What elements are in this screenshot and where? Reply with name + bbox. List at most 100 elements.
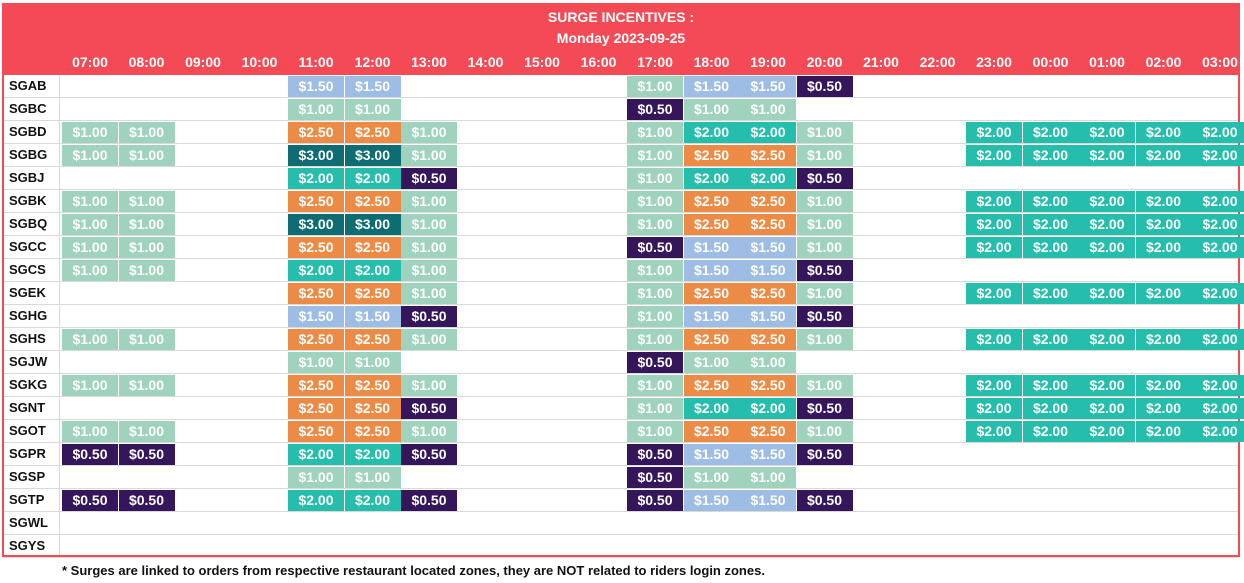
surge-cell: $1.50 — [740, 237, 796, 258]
surge-cell: $2.50 — [683, 214, 740, 235]
surge-cell: $2.00 — [1079, 329, 1135, 350]
surge-cell: $0.50 — [62, 444, 118, 465]
zone-label: SGNT — [9, 400, 46, 415]
surge-cell: $0.50 — [796, 398, 853, 419]
surge-cell: $1.00 — [796, 421, 853, 442]
surge-cell: $1.00 — [288, 467, 344, 488]
hour-label: 07:00 — [72, 54, 108, 70]
surge-cell: $2.50 — [683, 329, 740, 350]
surge-cell: $2.00 — [966, 237, 1022, 258]
surge-cell: $2.50 — [288, 421, 344, 442]
surge-cell: $2.00 — [1192, 214, 1244, 235]
surge-cell: $0.50 — [401, 306, 457, 327]
surge-cell: $1.00 — [740, 99, 796, 120]
surge-cell: $1.00 — [401, 421, 457, 442]
surge-cell: $1.00 — [796, 145, 853, 166]
surge-cell: $2.00 — [1022, 398, 1079, 419]
surge-cell: $1.00 — [627, 76, 683, 97]
surge-cell: $1.00 — [796, 191, 853, 212]
surge-cell: $1.50 — [740, 444, 796, 465]
surge-cell: $2.00 — [1135, 145, 1192, 166]
surge-cell: $0.50 — [796, 168, 853, 189]
table-row: SGWL — [4, 512, 1238, 535]
surge-cell: $2.00 — [1135, 122, 1192, 143]
table-row: SGHS $1.00 $1.00 $2.50 $2.50 $1.00 $1.00 $2.50 $… — [4, 328, 1244, 351]
surge-cell: $2.50 — [683, 421, 740, 442]
surge-cell: $1.00 — [401, 122, 457, 143]
hour-label: 00:00 — [1032, 54, 1069, 70]
surge-cell: $2.50 — [344, 122, 401, 143]
surge-cell: $0.50 — [627, 490, 683, 511]
surge-table: SURGE INCENTIVES : Monday 2023-09-25 07:… — [2, 3, 1244, 558]
surge-cell: $2.00 — [683, 398, 740, 419]
surge-cell: $2.50 — [740, 421, 796, 442]
surge-cell: $3.00 — [288, 145, 344, 166]
surge-cell: $2.50 — [344, 398, 401, 419]
surge-cell: $1.00 — [118, 191, 175, 212]
date-subtitle: Monday 2023-09-25 — [556, 30, 686, 46]
surge-cell: $2.50 — [740, 191, 796, 212]
surge-cell: $2.50 — [344, 375, 401, 396]
hour-label: 18:00 — [693, 54, 730, 70]
zone-label: SGBQ — [9, 216, 48, 231]
surge-cell: $1.00 — [401, 237, 457, 258]
table-row: SGOT $1.00 $1.00 $2.50 $2.50 $1.00 $1.00 $2.50 $… — [4, 420, 1244, 443]
surge-cell: $2.00 — [740, 398, 796, 419]
surge-cell: $2.00 — [1079, 191, 1135, 212]
surge-cell: $2.00 — [1192, 237, 1244, 258]
surge-cell: $1.00 — [627, 329, 683, 350]
surge-cell: $1.50 — [683, 237, 740, 258]
zone-label: SGBK — [9, 193, 47, 208]
surge-cell: $0.50 — [796, 444, 853, 465]
surge-cell: $2.50 — [344, 283, 401, 304]
surge-cell: $2.50 — [288, 375, 344, 396]
surge-cell: $2.00 — [1079, 421, 1135, 442]
surge-cell: $2.00 — [288, 260, 344, 281]
surge-cell: $1.00 — [344, 99, 401, 120]
surge-cell: $1.00 — [118, 260, 175, 281]
surge-cell: $0.50 — [401, 444, 457, 465]
surge-cell: $2.00 — [966, 145, 1022, 166]
zone-label: SGOT — [9, 423, 46, 438]
surge-cell: $1.50 — [683, 260, 740, 281]
hour-label: 10:00 — [241, 54, 278, 70]
surge-cell: $2.00 — [966, 398, 1022, 419]
surge-cell: $2.00 — [1135, 398, 1192, 419]
surge-cell: $0.50 — [118, 444, 175, 465]
surge-cell: $1.00 — [401, 329, 457, 350]
zone-label: SGEK — [9, 285, 46, 300]
zone-label: SGCC — [9, 239, 47, 254]
surge-cell: $3.00 — [344, 145, 401, 166]
surge-cell: $0.50 — [62, 490, 118, 511]
table-row: SGEK $2.50 $2.50 $1.00 $1.00 $2.50 $2.50 $1.00 $… — [4, 282, 1244, 305]
surge-cell: $2.00 — [344, 260, 401, 281]
title: SURGE INCENTIVES : — [547, 9, 695, 25]
surge-cell: $1.00 — [401, 260, 457, 281]
hour-label: 15:00 — [524, 54, 560, 70]
hour-label: 19:00 — [750, 54, 786, 70]
surge-cell: $2.50 — [344, 421, 401, 442]
surge-cell: $1.00 — [627, 375, 683, 396]
surge-cell: $1.50 — [683, 444, 740, 465]
table-row: SGCS $1.00 $1.00 $2.00 $2.00 $1.00 $1.00 $1.50 $… — [4, 259, 1238, 282]
surge-cell: $0.50 — [796, 260, 853, 281]
surge-cell: $1.00 — [627, 260, 683, 281]
table-row: SGNT $2.50 $2.50 $0.50 $1.00 $2.00 $2.00 $0.50 $… — [4, 397, 1244, 420]
surge-cell: $0.50 — [401, 168, 457, 189]
surge-cell: $2.00 — [1192, 145, 1244, 166]
surge-cell: $2.50 — [683, 375, 740, 396]
surge-cell: $2.00 — [683, 122, 740, 143]
surge-cell: $1.00 — [627, 122, 683, 143]
surge-cell: $2.00 — [966, 283, 1022, 304]
surge-cell: $2.00 — [966, 214, 1022, 235]
surge-cell: $0.50 — [796, 76, 853, 97]
table-row: SGBC $1.00 $1.00 $0.50 $1.00 $1.00 — [4, 98, 1238, 121]
surge-cell: $1.00 — [627, 283, 683, 304]
surge-cell: $2.00 — [1135, 283, 1192, 304]
surge-cell: $1.50 — [288, 76, 344, 97]
surge-cell: $0.50 — [401, 398, 457, 419]
hour-label: 20:00 — [806, 54, 843, 70]
surge-cell: $1.00 — [118, 237, 175, 258]
table-row: SGBG $1.00 $1.00 $3.00 $3.00 $1.00 $1.00 $2.50 $… — [4, 144, 1244, 167]
hour-header-row: 07:00 08:00 09:00 10:00 11:00 12:00 13:00 14:00… — [4, 50, 1238, 75]
